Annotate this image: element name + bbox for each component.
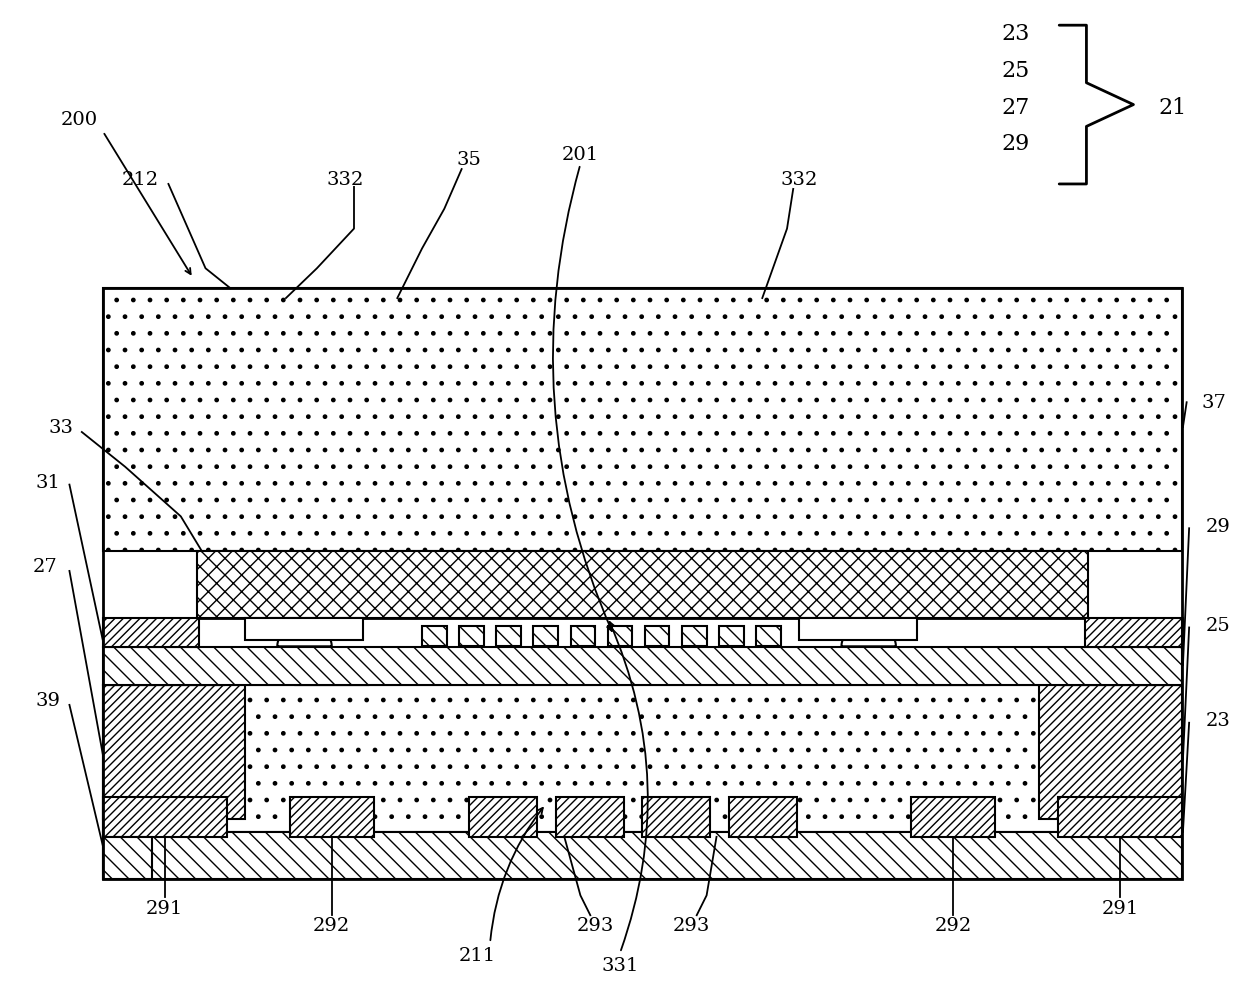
Text: 292: 292 bbox=[934, 916, 971, 934]
Bar bbox=[469, 797, 537, 837]
Bar bbox=[1058, 797, 1182, 837]
Text: 33: 33 bbox=[48, 418, 73, 436]
Text: 293: 293 bbox=[577, 916, 614, 934]
Polygon shape bbox=[842, 625, 897, 647]
Bar bbox=[608, 627, 632, 647]
Bar bbox=[729, 797, 797, 837]
Bar bbox=[103, 797, 227, 837]
Bar bbox=[103, 618, 1182, 648]
Text: 25: 25 bbox=[1002, 60, 1030, 82]
Text: 291: 291 bbox=[1101, 900, 1138, 917]
Polygon shape bbox=[296, 656, 367, 685]
Bar bbox=[645, 627, 670, 647]
Text: 292: 292 bbox=[314, 916, 351, 934]
Bar bbox=[756, 627, 781, 647]
Text: 200: 200 bbox=[61, 111, 98, 129]
Bar bbox=[103, 648, 1182, 685]
Text: 212: 212 bbox=[122, 171, 159, 189]
Bar bbox=[103, 685, 246, 819]
Bar bbox=[103, 289, 1182, 552]
Polygon shape bbox=[278, 625, 332, 647]
Bar bbox=[682, 627, 707, 647]
Bar bbox=[496, 627, 521, 647]
Text: 27: 27 bbox=[1002, 96, 1030, 118]
Text: 21: 21 bbox=[1158, 96, 1187, 118]
Bar bbox=[103, 289, 1182, 879]
Polygon shape bbox=[105, 646, 223, 685]
Text: 25: 25 bbox=[1205, 617, 1230, 635]
Text: 39: 39 bbox=[36, 691, 61, 709]
Bar bbox=[246, 618, 362, 641]
Bar bbox=[422, 627, 446, 647]
Text: 23: 23 bbox=[1205, 711, 1230, 729]
Text: 29: 29 bbox=[1002, 133, 1030, 155]
Bar bbox=[103, 618, 200, 648]
Bar bbox=[1039, 685, 1182, 819]
Bar bbox=[910, 797, 994, 837]
Text: 331: 331 bbox=[601, 956, 639, 974]
Polygon shape bbox=[1061, 646, 1178, 685]
Text: 29: 29 bbox=[1205, 518, 1230, 536]
Bar bbox=[556, 797, 624, 837]
Text: 23: 23 bbox=[1002, 23, 1030, 45]
Bar bbox=[1085, 618, 1182, 648]
Text: 201: 201 bbox=[562, 146, 599, 164]
Text: 35: 35 bbox=[456, 151, 481, 169]
Bar bbox=[103, 832, 1182, 879]
Bar bbox=[290, 797, 373, 837]
Text: 31: 31 bbox=[36, 473, 61, 491]
Bar bbox=[197, 552, 1087, 618]
Text: 332: 332 bbox=[781, 171, 818, 189]
Text: 291: 291 bbox=[146, 900, 184, 917]
Bar bbox=[719, 627, 744, 647]
Bar bbox=[533, 627, 558, 647]
Text: 211: 211 bbox=[459, 946, 496, 964]
Bar bbox=[459, 627, 484, 647]
Bar bbox=[642, 797, 711, 837]
Bar bbox=[103, 837, 153, 879]
Text: 37: 37 bbox=[1202, 394, 1226, 412]
Text: 332: 332 bbox=[326, 171, 365, 189]
Polygon shape bbox=[916, 656, 988, 685]
Text: 27: 27 bbox=[32, 558, 57, 576]
Text: 293: 293 bbox=[673, 916, 711, 934]
Bar bbox=[103, 685, 1182, 832]
Bar bbox=[800, 618, 916, 641]
Bar bbox=[570, 627, 595, 647]
